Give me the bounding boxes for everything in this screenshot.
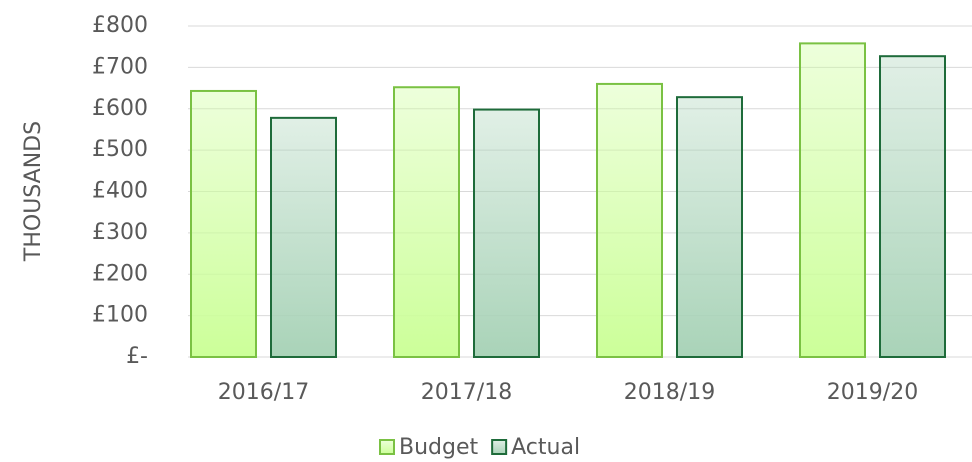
y-tick-label: £200 <box>92 261 148 286</box>
y-tick-label: £600 <box>92 96 148 121</box>
y-tick-label: £700 <box>92 54 148 79</box>
legend-label: Actual <box>511 435 580 460</box>
y-tick-label: £300 <box>92 220 148 245</box>
legend-swatch <box>379 439 395 455</box>
bar <box>879 55 946 359</box>
bar <box>270 116 337 359</box>
y-tick-label: £100 <box>92 303 148 328</box>
bar <box>190 89 257 359</box>
bar <box>393 86 460 359</box>
y-tick-label: £800 <box>92 13 148 38</box>
bar <box>473 108 540 358</box>
bar <box>799 42 866 358</box>
x-tick-label: 2019/20 <box>827 380 918 405</box>
legend: Budget Actual <box>379 435 580 460</box>
y-axis-label: THOUSANDS <box>21 121 46 262</box>
x-tick-label: 2017/18 <box>421 380 512 405</box>
x-tick-label: 2018/19 <box>624 380 715 405</box>
y-tick-label: £400 <box>92 179 148 204</box>
y-tick-label: £500 <box>92 137 148 162</box>
x-tick-label: 2016/17 <box>218 380 309 405</box>
legend-swatch <box>491 439 508 455</box>
legend-label: Budget <box>399 435 479 460</box>
y-tick-label: £- <box>126 344 148 369</box>
bar <box>596 82 663 359</box>
bar <box>676 96 743 358</box>
